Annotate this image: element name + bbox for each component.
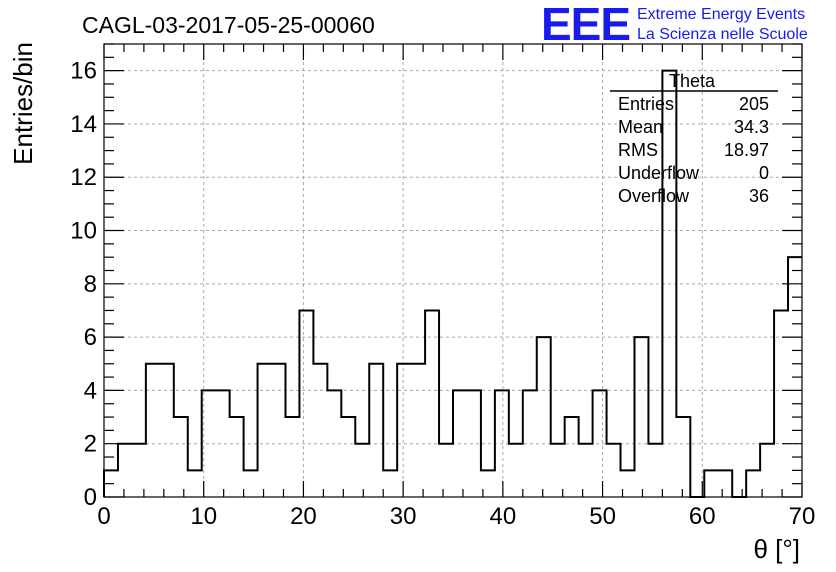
stats-label-mean: Mean	[618, 117, 663, 137]
x-tick-label: 20	[290, 503, 317, 530]
histogram-bin	[523, 390, 537, 497]
y-tick-label: 0	[84, 484, 97, 511]
histogram-bin	[509, 444, 523, 497]
histogram-bin	[634, 337, 648, 497]
x-tick-labels: 0 10 20 30 40 50 60 70	[97, 503, 815, 530]
histogram-bin	[146, 364, 160, 497]
histogram-bin	[607, 444, 621, 497]
histogram-bin	[453, 390, 467, 497]
chart-title: CAGL-03-2017-05-25-00060	[82, 12, 375, 38]
stats-title: Theta	[669, 71, 716, 91]
y-tick-label: 12	[70, 164, 97, 191]
histogram-bin	[369, 364, 383, 497]
histogram-bin	[579, 444, 593, 497]
histogram-bin	[341, 417, 355, 497]
stats-value-underflow: 0	[759, 163, 769, 183]
histogram-bin	[188, 470, 202, 497]
histogram-bin	[397, 364, 411, 497]
stats-value-entries: 205	[739, 94, 769, 114]
stats-label-underflow: Underflow	[618, 163, 700, 183]
x-tick-label: 0	[97, 503, 110, 530]
axis-ticks	[103, 43, 803, 498]
histogram-bin	[244, 470, 258, 497]
brand-line-1: Extreme Energy Events	[637, 6, 805, 23]
histogram-bin	[230, 417, 244, 497]
histogram-bin	[383, 470, 397, 497]
histogram-bin	[704, 470, 718, 497]
y-axis-label: Entries/bin	[8, 42, 38, 165]
histogram-bin	[662, 71, 676, 497]
stats-label-rms: RMS	[618, 140, 658, 160]
histogram-bin	[425, 310, 439, 497]
histogram-bin	[118, 444, 132, 497]
y-tick-label: 10	[70, 218, 97, 245]
stats-value-rms: 18.97	[724, 140, 769, 160]
histogram-bin	[174, 417, 188, 497]
histogram-bin	[718, 470, 732, 497]
histogram-bin	[272, 364, 286, 497]
y-tick-label: 6	[84, 324, 97, 351]
histogram-bin	[676, 417, 690, 497]
histogram-bin	[258, 364, 272, 497]
eee-logo-text: EEE	[541, 0, 630, 50]
histogram-bin	[495, 390, 509, 497]
histogram-bin	[327, 390, 341, 497]
histogram-bin	[565, 417, 579, 497]
x-tick-label: 30	[390, 503, 417, 530]
stats-label-entries: Entries	[618, 94, 674, 114]
histogram-bin	[285, 417, 299, 497]
histogram-bin	[746, 470, 760, 497]
histogram-series	[103, 69, 802, 498]
stats-label-overflow: Overflow	[618, 186, 690, 206]
x-tick-label: 50	[589, 503, 616, 530]
histogram-bin	[355, 444, 369, 497]
y-tick-label: 4	[84, 377, 97, 404]
y-tick-label: 14	[70, 111, 97, 138]
histogram-bin	[299, 310, 313, 497]
x-tick-label: 40	[490, 503, 517, 530]
stats-value-mean: 34.3	[734, 117, 769, 137]
stats-value-overflow: 36	[749, 186, 769, 206]
histogram-bin	[467, 390, 481, 497]
y-tick-label: 8	[84, 271, 97, 298]
histogram-bin	[774, 310, 788, 497]
x-axis-label: θ [°]	[753, 534, 800, 564]
histogram-bin	[593, 390, 607, 497]
histogram-bin	[313, 364, 327, 497]
histogram-outline	[103, 69, 802, 498]
histogram-bin	[411, 364, 425, 497]
x-tick-label: 60	[689, 503, 716, 530]
eee-logo: EEE Extreme Energy Events La Scienza nel…	[541, 0, 808, 50]
x-tick-label: 10	[190, 503, 217, 530]
y-tick-labels: 0 2 4 6 8 10 12 14 16	[70, 58, 97, 511]
x-tick-label: 70	[789, 503, 816, 530]
histogram-bin	[648, 444, 662, 497]
y-tick-label: 16	[70, 58, 97, 85]
histogram-bin	[216, 390, 230, 497]
histogram-bin	[160, 364, 174, 497]
stats-box: Theta Entries 205 Mean 34.3 RMS 18.97 Un…	[610, 71, 778, 206]
histogram-bin	[537, 337, 551, 497]
brand-line-2: La Scienza nelle Scuole	[637, 26, 808, 43]
histogram-bin	[439, 444, 453, 497]
y-tick-label: 2	[84, 431, 97, 458]
